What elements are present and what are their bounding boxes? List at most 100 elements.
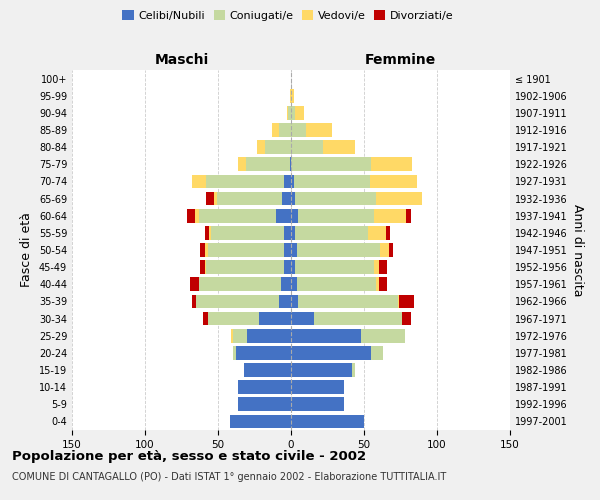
Bar [361,329,405,342]
Text: Maschi: Maschi [154,52,209,66]
Y-axis label: Fasce di età: Fasce di età [20,212,33,288]
Bar [352,363,355,377]
Bar [238,398,291,411]
Bar [205,260,206,274]
Bar [244,363,291,377]
Bar [298,209,374,222]
Bar [291,226,295,239]
Bar [203,312,208,326]
Bar [374,209,406,222]
Bar [295,226,368,239]
Bar [290,158,291,171]
Text: Femmine: Femmine [365,52,436,66]
Bar [200,260,205,274]
Bar [291,158,371,171]
Bar [406,209,411,222]
Bar [294,174,370,188]
Bar [291,363,352,377]
Bar [233,329,247,342]
Bar [297,278,376,291]
Bar [187,209,194,222]
Bar [314,312,402,326]
Bar [217,192,282,205]
Bar [192,174,206,188]
Y-axis label: Anni di nascita: Anni di nascita [571,204,584,296]
Bar [287,106,288,120]
Bar [297,243,380,257]
Bar [280,294,291,308]
Bar [284,174,291,188]
Text: COMUNE DI CANTAGALLO (PO) - Dati ISTAT 1° gennaio 2002 - Elaborazione TUTTITALIA: COMUNE DI CANTAGALLO (PO) - Dati ISTAT 1… [12,472,446,482]
Bar [398,294,399,308]
Bar [206,260,284,274]
Bar [305,123,332,137]
Bar [386,226,390,239]
Bar [196,294,280,308]
Bar [265,140,291,154]
Bar [298,294,398,308]
Bar [291,192,295,205]
Bar [211,226,284,239]
Bar [374,260,379,274]
Bar [205,226,209,239]
Bar [190,278,199,291]
Bar [208,243,284,257]
Bar [379,278,388,291]
Bar [399,294,413,308]
Bar [291,123,305,137]
Bar [277,209,291,222]
Bar [295,260,374,274]
Bar [206,192,214,205]
Bar [402,312,411,326]
Bar [291,260,295,274]
Bar [291,398,344,411]
Legend: Celibi/Nubili, Coniugati/e, Vedovi/e, Divorziati/e: Celibi/Nubili, Coniugati/e, Vedovi/e, Di… [118,6,458,25]
Bar [380,243,389,257]
Bar [291,329,361,342]
Bar [282,192,291,205]
Bar [238,380,291,394]
Bar [288,106,291,120]
Bar [200,243,205,257]
Bar [291,414,364,428]
Bar [291,312,314,326]
Bar [246,158,290,171]
Bar [259,312,291,326]
Bar [209,226,211,239]
Bar [371,158,412,171]
Bar [371,346,383,360]
Bar [291,346,371,360]
Bar [236,346,291,360]
Bar [247,329,291,342]
Bar [291,243,297,257]
Bar [295,106,304,120]
Bar [272,123,280,137]
Bar [280,123,291,137]
Bar [389,243,393,257]
Bar [376,192,422,205]
Bar [192,294,196,308]
Bar [199,209,277,222]
Bar [238,158,246,171]
Text: Popolazione per età, sesso e stato civile - 2002: Popolazione per età, sesso e stato civil… [12,450,366,463]
Bar [291,380,344,394]
Bar [370,174,416,188]
Bar [205,243,208,257]
Bar [194,209,199,222]
Bar [379,260,388,274]
Bar [291,106,295,120]
Bar [291,294,298,308]
Bar [284,243,291,257]
Bar [284,260,291,274]
Bar [284,226,291,239]
Bar [368,226,386,239]
Bar [376,278,379,291]
Bar [231,329,233,342]
Bar [291,174,294,188]
Bar [230,414,291,428]
Bar [291,209,298,222]
Bar [208,312,259,326]
Bar [199,278,281,291]
Bar [281,278,291,291]
Bar [291,89,294,102]
